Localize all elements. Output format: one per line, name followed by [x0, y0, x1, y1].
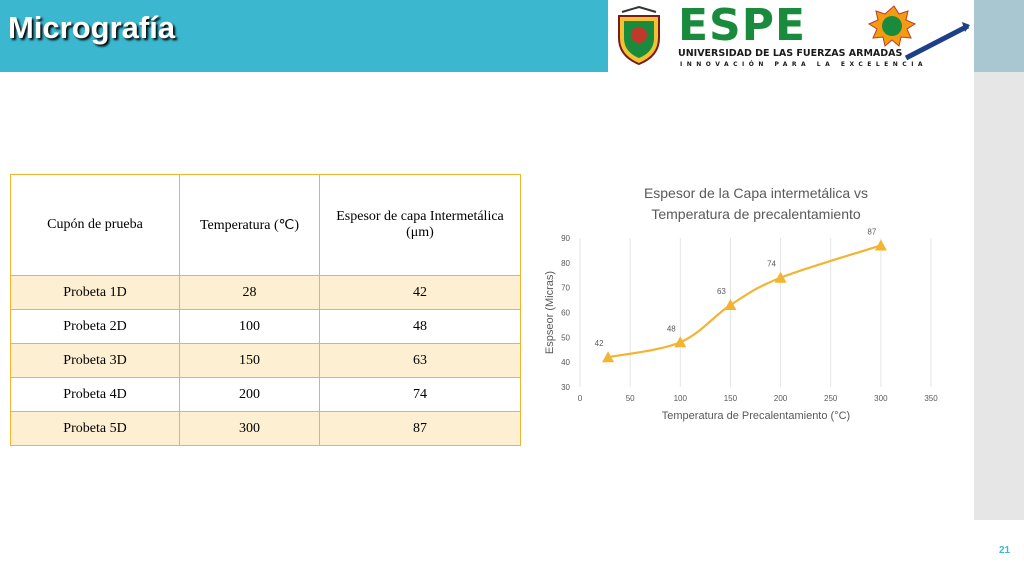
data-point: [602, 351, 615, 363]
table-cell: 48: [319, 309, 521, 344]
x-tick-label: 100: [674, 394, 688, 403]
page-number: 21: [999, 545, 1011, 556]
results-table: Cupón de prueba Temperatura (℃) Espesor …: [10, 174, 521, 446]
header-temperatura: Temperatura (℃): [179, 174, 320, 276]
university-logo: ESPE UNIVERSIDAD DE LAS FUERZAS ARMADAS …: [608, 0, 974, 72]
header-right-block: [974, 0, 1024, 72]
university-tagline: INNOVACIÓN PARA LA EXCELENCIA: [680, 61, 928, 68]
table-cell: 42: [319, 275, 521, 310]
table-cell: Probeta 4D: [10, 377, 180, 412]
data-label: 48: [667, 324, 676, 333]
title-bar: Micrografía ESPE UNIVERSIDAD DE LAS FUER…: [0, 0, 974, 72]
chart-title-line: Espesor de la Capa intermetálica vs: [644, 185, 868, 201]
table-cell: 87: [319, 411, 521, 446]
table-cell: 150: [179, 343, 320, 378]
x-axis-label: Temperatura de Precalentamiento (°C): [662, 410, 850, 422]
x-tick-label: 300: [874, 394, 888, 403]
header-cupon: Cupón de prueba: [10, 174, 180, 276]
y-tick-label: 90: [561, 234, 570, 243]
table-cell: 200: [179, 377, 320, 412]
decem-logo-icon: [867, 5, 970, 61]
thickness-chart: Espesor de la Capa intermetálica vs Tempe…: [544, 185, 938, 422]
y-tick-label: 40: [561, 358, 570, 367]
x-tick-label: 50: [626, 394, 635, 403]
espe-wordmark: ESPE: [678, 0, 807, 51]
slide-title: Micrografía: [8, 10, 176, 45]
data-point: [874, 239, 887, 251]
x-tick-label: 250: [824, 394, 838, 403]
table-cell: Probeta 3D: [10, 343, 180, 378]
table-cell: 63: [319, 343, 521, 378]
table-row: Probeta 2D 100 48: [10, 309, 521, 344]
table-row: Probeta 5D 300 87: [10, 411, 521, 446]
table-row: Probeta 1D 28 42: [10, 275, 521, 310]
y-tick-label: 70: [561, 284, 570, 293]
data-label: 87: [867, 227, 876, 236]
table-cell: 74: [319, 377, 521, 412]
table-cell: Probeta 5D: [10, 411, 180, 446]
table-cell: Probeta 2D: [10, 309, 180, 344]
chart-title-line: Temperatura de precalentamiento: [651, 206, 861, 222]
header-espesor: Espesor de capa Intermetálica (μm): [319, 174, 521, 276]
y-axis-label: Espseor (Micras): [544, 271, 556, 354]
x-tick-label: 0: [578, 394, 583, 403]
table-row: Probeta 4D 200 74: [10, 377, 521, 412]
data-point: [774, 271, 787, 283]
right-gray-strip: [974, 72, 1024, 520]
table-header-row: Cupón de prueba Temperatura (℃) Espesor …: [10, 174, 521, 276]
data-label: 63: [717, 287, 726, 296]
data-label: 74: [767, 260, 776, 269]
y-tick-label: 60: [561, 309, 570, 318]
y-tick-label: 50: [561, 333, 570, 342]
x-tick-label: 150: [724, 394, 738, 403]
series-line: [607, 244, 882, 359]
y-tick-label: 30: [561, 383, 570, 392]
y-tick-label: 80: [561, 259, 570, 268]
university-name: UNIVERSIDAD DE LAS FUERZAS ARMADAS: [678, 48, 903, 59]
table-row: Probeta 3D 150 63: [10, 343, 521, 378]
x-tick-label: 350: [924, 394, 938, 403]
table-cell: 28: [179, 275, 320, 310]
data-point: [674, 336, 687, 348]
data-label: 42: [595, 339, 604, 348]
table-cell: 300: [179, 411, 320, 446]
table-cell: 100: [179, 309, 320, 344]
data-point: [724, 299, 737, 311]
crest-icon: [618, 6, 660, 66]
table-cell: Probeta 1D: [10, 275, 180, 310]
x-tick-label: 200: [774, 394, 788, 403]
